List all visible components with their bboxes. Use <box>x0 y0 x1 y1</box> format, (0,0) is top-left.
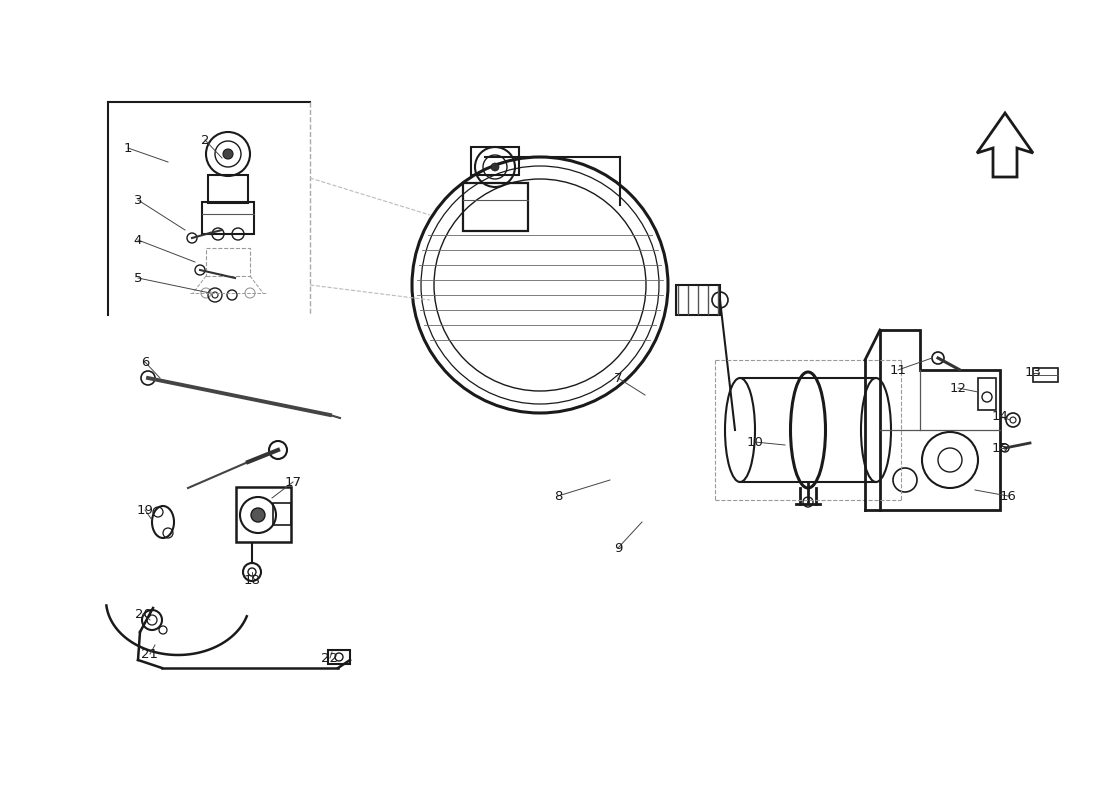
Text: 22: 22 <box>321 651 339 665</box>
Bar <box>471 147 519 175</box>
Bar <box>202 202 254 234</box>
Text: 1: 1 <box>123 142 132 154</box>
Text: 12: 12 <box>949 382 967 394</box>
Text: 10: 10 <box>747 435 763 449</box>
Bar <box>676 285 720 315</box>
Text: 16: 16 <box>1000 490 1016 502</box>
Text: 3: 3 <box>134 194 142 206</box>
Text: 6: 6 <box>141 355 150 369</box>
Text: 17: 17 <box>285 475 301 489</box>
Text: 7: 7 <box>614 371 623 385</box>
Circle shape <box>223 149 233 159</box>
Bar <box>208 175 248 203</box>
Bar <box>978 378 996 410</box>
Text: 21: 21 <box>142 647 158 661</box>
Text: 9: 9 <box>614 542 623 554</box>
Text: 2: 2 <box>200 134 209 146</box>
Text: 18: 18 <box>243 574 261 586</box>
Text: 14: 14 <box>991 410 1009 422</box>
Text: 19: 19 <box>136 503 153 517</box>
Text: 20: 20 <box>134 607 152 621</box>
Text: 8: 8 <box>553 490 562 502</box>
Bar <box>206 248 250 276</box>
Bar <box>463 183 528 231</box>
Text: 4: 4 <box>134 234 142 246</box>
Bar <box>273 503 292 525</box>
Bar <box>236 487 292 542</box>
Text: 13: 13 <box>1024 366 1042 379</box>
Bar <box>328 650 350 664</box>
Circle shape <box>491 163 499 171</box>
Text: 11: 11 <box>890 363 906 377</box>
Text: 5: 5 <box>134 271 142 285</box>
Text: 15: 15 <box>991 442 1009 454</box>
Circle shape <box>251 508 265 522</box>
